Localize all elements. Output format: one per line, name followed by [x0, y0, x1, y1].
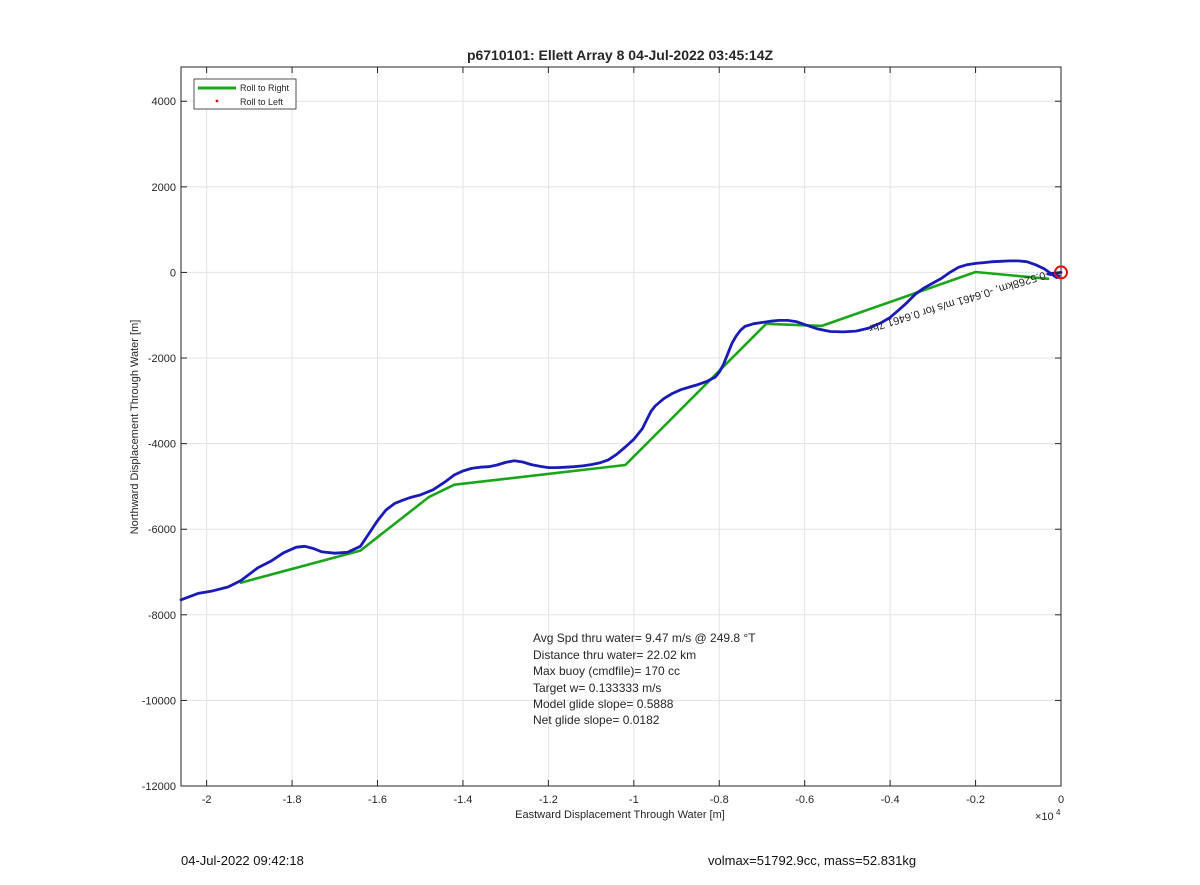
x-tick-label: -2 — [202, 794, 212, 806]
x-tick-label: -1.4 — [453, 794, 472, 806]
roll-right-track — [239, 270, 1050, 584]
legend-dot-roll-left — [215, 99, 219, 103]
x-tick-label: -1.2 — [539, 794, 558, 806]
x-tick-label: -1.8 — [283, 794, 302, 806]
x-tick-label: 0 — [1058, 794, 1064, 806]
stat-distance: Distance thru water= 22.02 km — [533, 648, 696, 662]
axis-ticks: -2 -1.8 -1.6 -1.4 -1.2 -1 -0.8 -0.6 -0.4 -0.2 0 -12… — [142, 67, 1064, 806]
y-tick-label: -10000 — [142, 695, 176, 707]
stat-target-w: Target w= 0.133333 m/s — [533, 681, 661, 695]
footer-vol-mass: volmax=51792.9cc, mass=52.831kg — [708, 853, 917, 868]
stat-net-glide: Net glide slope= 0.0182 — [533, 713, 660, 727]
y-tick-label: -2000 — [148, 353, 176, 365]
stat-max-buoy: Max buoy (cmdfile)= 170 cc — [533, 664, 680, 678]
stats-annotation: Avg Spd thru water= 9.47 m/s @ 249.8 °T … — [533, 631, 756, 727]
y-tick-label: -6000 — [148, 524, 176, 536]
x-tick-label: -1.6 — [368, 794, 387, 806]
legend: Roll to Right Roll to Left — [193, 78, 297, 110]
x-exponent-power: 4 — [1056, 808, 1061, 817]
plot-frame — [180, 66, 1062, 787]
chart-title: p6710101: Ellett Array 8 04-Jul-2022 03:… — [467, 47, 774, 63]
legend-label-roll-left: Roll to Left — [240, 97, 284, 107]
y-axis-label: Northward Displacement Through Water [m] — [129, 320, 141, 535]
y-tick-label: -8000 — [148, 610, 176, 622]
x-axis-label: Eastward Displacement Through Water [m] — [515, 809, 725, 821]
x-tick-label: -1 — [629, 794, 639, 806]
y-tick-label: 2000 — [152, 182, 176, 194]
x-tick-label: -0.6 — [795, 794, 814, 806]
stat-model-glide: Model glide slope= 0.5888 — [533, 697, 674, 711]
x-tick-label: -0.4 — [881, 794, 900, 806]
footer-timestamp: 04-Jul-2022 09:42:18 — [181, 853, 304, 868]
stat-avg-speed: Avg Spd thru water= 9.47 m/s @ 249.8 °T — [533, 631, 756, 645]
x-tick-label: -0.2 — [966, 794, 985, 806]
x-exponent-base: ×10 — [1035, 811, 1054, 823]
glider-track — [179, 259, 1063, 602]
legend-label-roll-right: Roll to Right — [240, 83, 290, 93]
y-tick-label: -12000 — [142, 781, 176, 793]
y-tick-label: 0 — [170, 267, 176, 279]
y-tick-label: 4000 — [152, 96, 176, 108]
x-tick-label: -0.8 — [710, 794, 729, 806]
x-exponent: ×10 4 — [1035, 808, 1061, 823]
y-tick-label: -4000 — [148, 439, 176, 451]
